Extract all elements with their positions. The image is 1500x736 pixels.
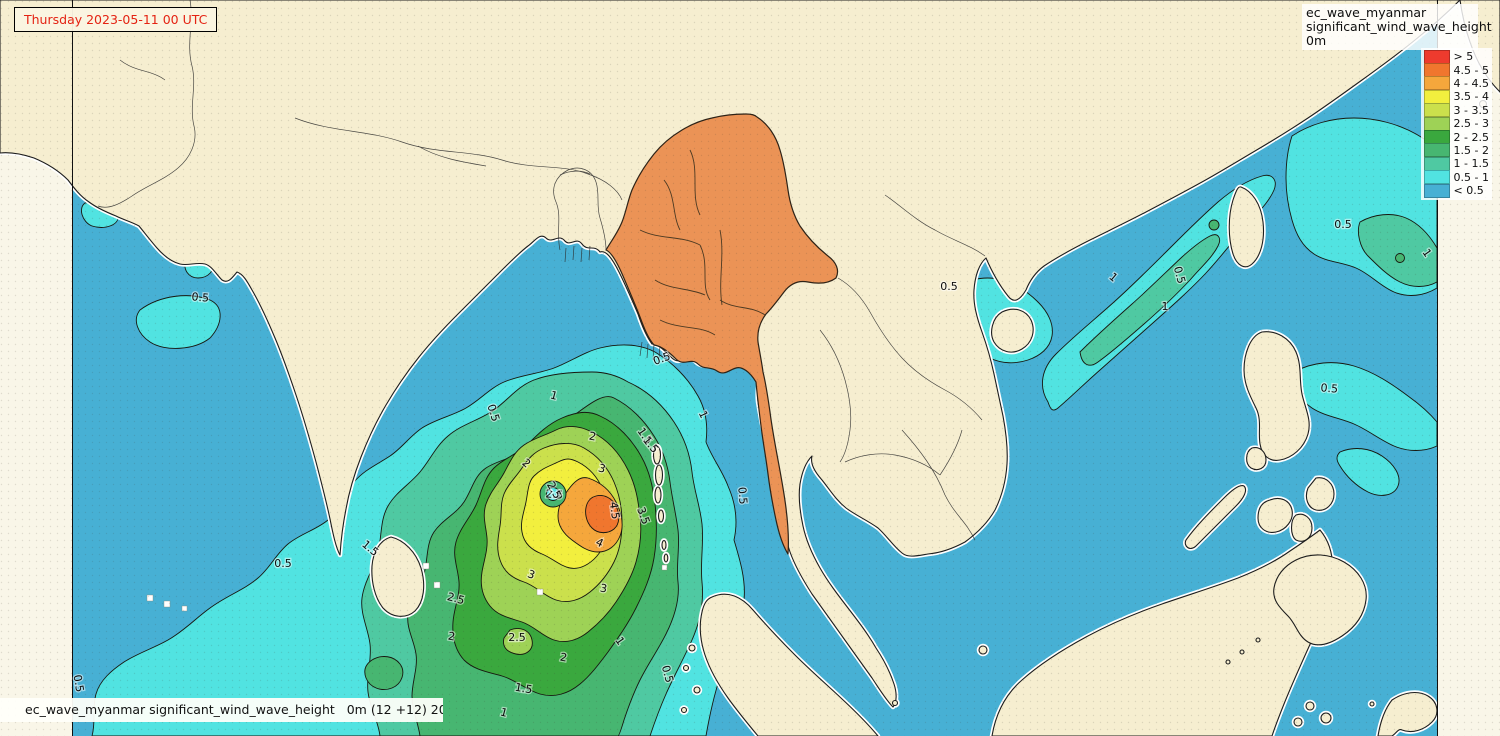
footer-caption: ec_wave_myanmar significant_wind_wave_he… bbox=[0, 698, 443, 722]
legend-label: 4 - 4.5 bbox=[1453, 76, 1489, 90]
legend-swatch bbox=[1423, 76, 1450, 91]
legend-row: 2.5 - 3 bbox=[1423, 116, 1489, 131]
legend-swatch bbox=[1423, 143, 1450, 158]
legend-row: 0.5 - 1 bbox=[1423, 170, 1489, 185]
legend-label: < 0.5 bbox=[1453, 184, 1484, 198]
legend-label: 2 - 2.5 bbox=[1453, 130, 1489, 144]
contour-value-label: 0.5 bbox=[274, 557, 292, 570]
contour-value-label: 3 bbox=[599, 582, 608, 596]
legend-title: ec_wave_myanmar significant_wind_wave_he… bbox=[1302, 4, 1492, 50]
legend-title-line-level: 0m bbox=[1306, 33, 1327, 48]
contour-value-label: 0.5 bbox=[191, 290, 210, 304]
legend-label: 1 - 1.5 bbox=[1453, 157, 1489, 171]
contour-value-label: 4.5 bbox=[607, 501, 622, 520]
legend-row: 1 - 1.5 bbox=[1423, 156, 1489, 171]
legend-swatch bbox=[1423, 130, 1450, 145]
contour-value-label: 2 bbox=[447, 630, 456, 644]
legend-title-line-variable: significant_wind_wave_height bbox=[1306, 19, 1492, 34]
contour-value-label: 0.5 bbox=[1171, 265, 1188, 285]
legend-swatch bbox=[1423, 103, 1450, 118]
legend-row: 3.5 - 4 bbox=[1423, 89, 1489, 104]
legend-label: 1.5 - 2 bbox=[1453, 143, 1489, 157]
legend-row: > 5 bbox=[1423, 49, 1489, 64]
contour-value-label: 0.5 bbox=[659, 664, 676, 684]
legend-label: > 5 bbox=[1453, 50, 1474, 64]
legend-row: < 0.5 bbox=[1423, 183, 1489, 198]
legend-swatch bbox=[1423, 156, 1450, 171]
contour-value-label: 0.5 bbox=[1334, 218, 1352, 231]
legend-row: 4.5 - 5 bbox=[1423, 63, 1489, 78]
legend-label: 4.5 - 5 bbox=[1453, 63, 1489, 77]
legend-row: 4 - 4.5 bbox=[1423, 76, 1489, 91]
contour-value-label: 2 bbox=[588, 430, 597, 444]
legend-swatch bbox=[1423, 49, 1450, 64]
contour-value-label: 1.5 bbox=[514, 681, 533, 697]
legend-label: 3.5 - 4 bbox=[1453, 90, 1489, 104]
legend-label: 2.5 - 3 bbox=[1453, 117, 1489, 131]
legend-row: 3 - 3.5 bbox=[1423, 103, 1489, 118]
legend-swatch bbox=[1423, 183, 1450, 198]
contour-value-label: 2.5 bbox=[446, 590, 466, 607]
legend-label: 3 - 3.5 bbox=[1453, 103, 1489, 117]
contour-value-label: 0.5 bbox=[71, 674, 87, 693]
legend-swatch bbox=[1423, 170, 1450, 185]
contour-value-label: 2.5 bbox=[545, 487, 564, 501]
contour-value-label: 2.5 bbox=[508, 631, 526, 644]
contour-value-label: 0.5 bbox=[940, 280, 958, 293]
legend-swatch bbox=[1423, 89, 1450, 104]
contour-value-label: 1 bbox=[1162, 300, 1169, 313]
legend-label: 0.5 - 1 bbox=[1453, 170, 1489, 184]
legend-swatch bbox=[1423, 116, 1450, 131]
legend-title-line-model: ec_wave_myanmar bbox=[1306, 5, 1427, 20]
contour-value-label: 0.5 bbox=[651, 350, 672, 368]
contour-value-label: 0.5 bbox=[735, 486, 749, 505]
contour-value-label: 0.5 bbox=[1320, 381, 1339, 395]
legend-row: 1.5 - 2 bbox=[1423, 143, 1489, 158]
legend-row: 2 - 2.5 bbox=[1423, 130, 1489, 145]
legend-swatch bbox=[1423, 63, 1450, 78]
contour-value-label: 2 bbox=[559, 651, 568, 665]
date-badge: Thursday 2023-05-11 00 UTC bbox=[14, 7, 218, 32]
